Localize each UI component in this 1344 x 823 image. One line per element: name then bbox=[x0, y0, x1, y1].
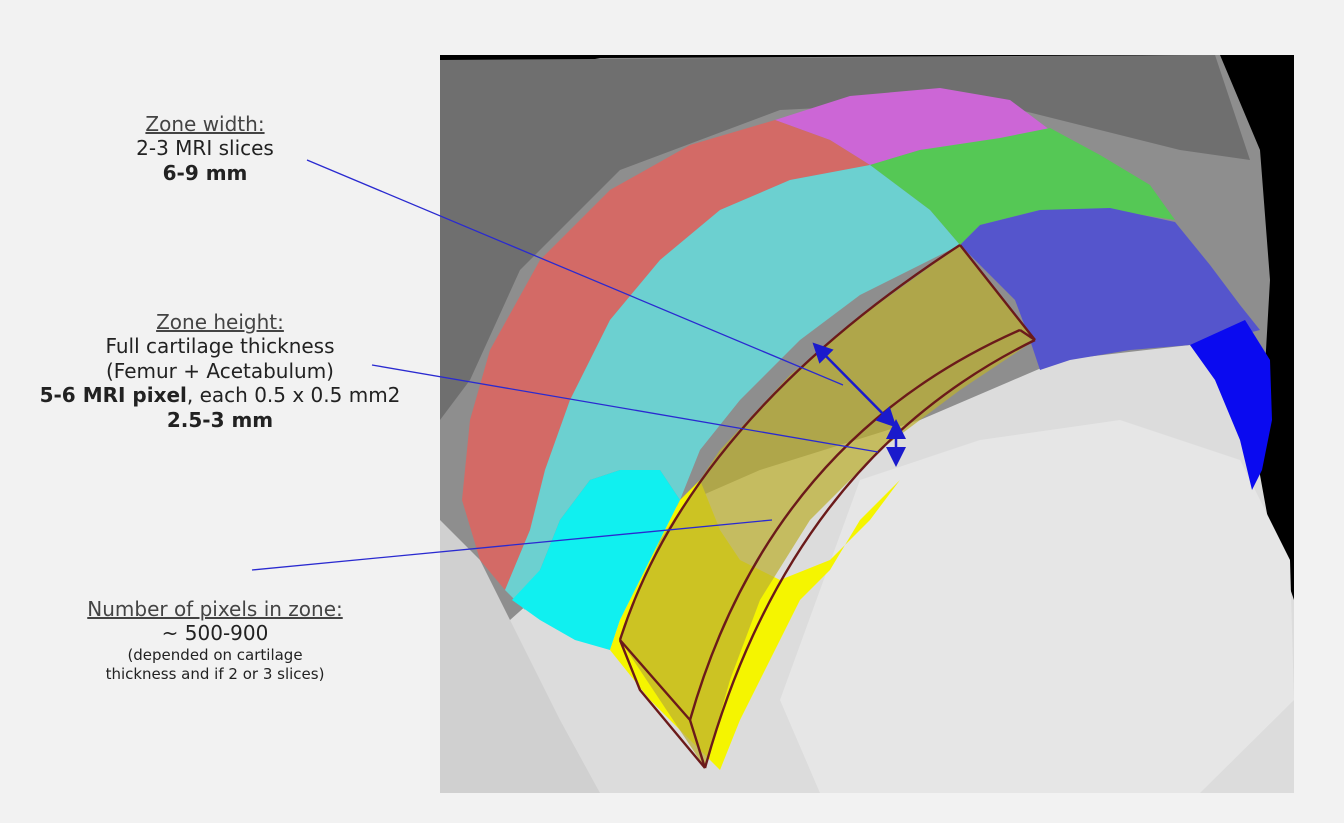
zone-edge-inner-back bbox=[688, 328, 1021, 721]
region-cyan bbox=[505, 165, 960, 610]
zone-pixels-note-1: (depended on cartilage bbox=[127, 645, 303, 664]
zone-outline bbox=[618, 243, 1036, 769]
region-magenta bbox=[775, 88, 1050, 165]
zone-edge-outer-back bbox=[618, 243, 961, 641]
zone-edge-top-right bbox=[959, 244, 1036, 341]
zone-height-pixel-count: 5-6 MRI pixel bbox=[39, 383, 187, 408]
zone-height-pixels-line: 5-6 MRI pixel, each 0.5 x 0.5 mm2 bbox=[10, 383, 430, 407]
zone-width-slices: 2-3 MRI slices bbox=[136, 136, 274, 161]
zone-width-heading: Zone width: bbox=[145, 112, 265, 136]
region-bright-cyan bbox=[512, 470, 680, 650]
acetabulum-rim bbox=[440, 520, 600, 793]
femoral-head-highlight bbox=[780, 420, 1294, 793]
zone-height-annotation: Zone height: Full cartilage thickness (F… bbox=[10, 310, 430, 432]
zone-edge-bottom-front bbox=[618, 639, 706, 769]
zone-edge-inner-front bbox=[703, 338, 1036, 769]
mri-image bbox=[440, 55, 1294, 793]
zone-edge-bottom-left bbox=[619, 639, 707, 769]
zone-volume bbox=[620, 245, 1035, 768]
region-red bbox=[462, 120, 870, 590]
region-blue bbox=[960, 208, 1260, 370]
zone-pixels-leader bbox=[251, 519, 773, 571]
zone-pixels-note-2: thickness and if 2 or 3 slices) bbox=[105, 665, 325, 684]
zone-width-annotation: Zone width: 2-3 MRI slices 6-9 mm bbox=[90, 112, 320, 185]
region-bright-blue bbox=[1190, 320, 1272, 490]
zone-pixels-heading: Number of pixels in zone: bbox=[87, 597, 343, 621]
zone-height-structures: (Femur + Acetabulum) bbox=[106, 358, 334, 383]
zone-height-thickness: Full cartilage thickness bbox=[105, 334, 335, 359]
tissue-dark-upper bbox=[440, 55, 1250, 420]
zone-width-arrow bbox=[812, 342, 897, 428]
zone-pixels-range: ~ 500-900 bbox=[161, 621, 269, 646]
zone-pixels-annotation: Number of pixels in zone: ~ 500-900 (dep… bbox=[20, 597, 410, 685]
zone-height-pixel-size: , each 0.5 x 0.5 mm2 bbox=[186, 383, 401, 408]
zone-height-mm: 2.5-3 mm bbox=[166, 407, 274, 432]
zone-height-heading: Zone height: bbox=[156, 310, 284, 334]
zone-height-leader bbox=[371, 364, 879, 453]
region-green bbox=[870, 128, 1175, 245]
zone-width-mm: 6-9 mm bbox=[162, 160, 248, 185]
zone-edge-corner bbox=[1019, 329, 1036, 341]
zone-width-leader bbox=[306, 159, 844, 386]
